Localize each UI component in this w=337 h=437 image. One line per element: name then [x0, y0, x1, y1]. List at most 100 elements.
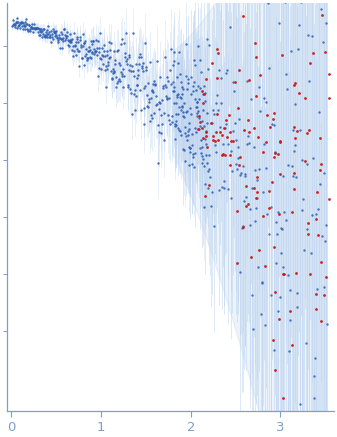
Point: [241, 197, 247, 204]
Point: [67, 31, 72, 38]
Point: [140, 62, 145, 69]
Point: [172, 123, 178, 130]
Point: [292, 170, 297, 177]
Point: [227, 128, 233, 135]
Point: [290, 173, 296, 180]
Point: [23, 18, 28, 25]
Point: [207, 41, 212, 48]
Point: [34, 24, 39, 31]
Point: [127, 52, 132, 59]
Point: [219, 74, 224, 81]
Point: [277, 171, 283, 178]
Point: [104, 65, 109, 72]
Point: [59, 45, 64, 52]
Point: [253, 53, 259, 60]
Point: [123, 49, 128, 56]
Point: [116, 59, 121, 66]
Point: [185, 80, 191, 87]
Point: [154, 100, 159, 107]
Point: [105, 59, 111, 66]
Point: [165, 96, 170, 103]
Point: [147, 118, 153, 125]
Point: [214, 91, 220, 98]
Point: [183, 73, 188, 80]
Point: [209, 188, 214, 195]
Point: [288, 47, 294, 54]
Point: [162, 53, 167, 60]
Point: [261, 94, 266, 101]
Point: [266, 187, 271, 194]
Point: [164, 95, 169, 102]
Point: [279, 225, 285, 232]
Point: [283, 70, 288, 77]
Point: [310, 33, 315, 40]
Point: [129, 90, 134, 97]
Point: [255, 264, 261, 271]
Point: [166, 94, 172, 101]
Point: [305, 161, 310, 168]
Point: [212, 111, 217, 118]
Point: [295, 290, 300, 297]
Point: [200, 118, 205, 125]
Point: [76, 62, 82, 69]
Point: [196, 114, 202, 121]
Point: [88, 55, 93, 62]
Point: [35, 24, 40, 31]
Point: [211, 222, 216, 229]
Point: [314, 285, 320, 292]
Point: [318, 259, 324, 266]
Point: [241, 12, 246, 19]
Point: [196, 108, 201, 115]
Point: [110, 66, 115, 73]
Point: [200, 99, 206, 106]
Point: [198, 68, 204, 75]
Point: [320, 39, 326, 46]
Point: [61, 25, 67, 32]
Point: [201, 155, 206, 162]
Point: [317, 181, 323, 188]
Point: [12, 23, 18, 30]
Point: [164, 74, 170, 81]
Point: [44, 27, 49, 34]
Point: [62, 37, 67, 44]
Point: [267, 124, 272, 131]
Point: [179, 90, 185, 97]
Point: [63, 32, 69, 39]
Point: [307, 126, 312, 133]
Point: [272, 367, 277, 374]
Point: [50, 36, 55, 43]
Point: [31, 24, 37, 31]
Point: [120, 83, 126, 90]
Point: [95, 38, 100, 45]
Point: [184, 86, 189, 93]
Point: [161, 110, 166, 117]
Point: [170, 88, 175, 95]
Point: [151, 78, 157, 85]
Point: [190, 82, 196, 89]
Point: [201, 91, 207, 98]
Point: [66, 42, 71, 49]
Point: [239, 225, 245, 232]
Point: [70, 47, 75, 54]
Point: [205, 35, 210, 42]
Point: [132, 87, 138, 94]
Point: [215, 136, 220, 143]
Point: [263, 164, 269, 171]
Point: [196, 96, 202, 103]
Point: [174, 110, 179, 117]
Point: [286, 162, 291, 169]
Point: [111, 69, 117, 76]
Point: [257, 72, 263, 79]
Point: [55, 37, 60, 44]
Point: [136, 61, 142, 68]
Point: [193, 104, 199, 111]
Point: [291, 124, 297, 131]
Point: [206, 181, 211, 188]
Point: [46, 31, 51, 38]
Point: [307, 59, 313, 66]
Point: [43, 33, 48, 40]
Point: [163, 83, 168, 90]
Point: [91, 45, 97, 52]
Point: [130, 67, 135, 74]
Point: [154, 57, 160, 64]
